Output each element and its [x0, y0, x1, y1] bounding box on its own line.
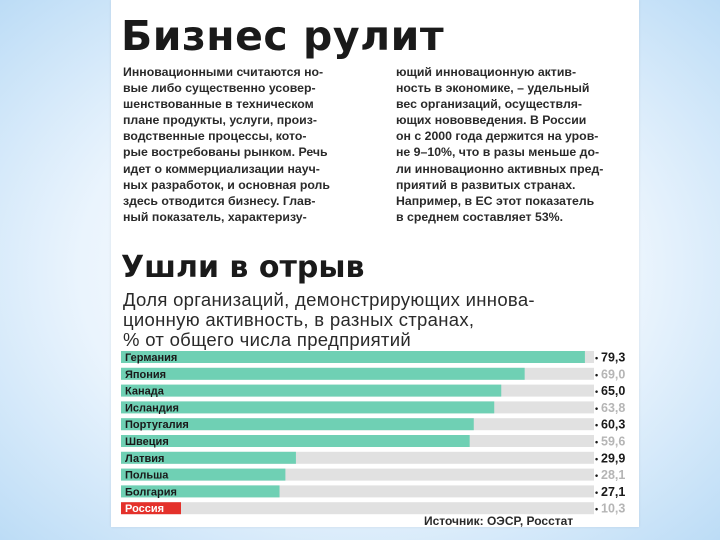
category-label-5: Швеция — [125, 436, 169, 448]
text-line: ющих нововведения. В России — [396, 113, 587, 128]
value-label-7: 28,1 — [601, 468, 625, 482]
category-label-2: Канада — [125, 386, 165, 398]
category-label-4: Португалия — [125, 419, 189, 431]
text-line: в среднем составляет 53%. — [396, 209, 564, 224]
text-line: плане продукты, услуги, произ- — [123, 113, 317, 128]
value-marker-3: • — [595, 403, 598, 413]
text-line: рые востребованы рынком. Речь — [123, 145, 328, 160]
value-marker-7: • — [595, 471, 598, 481]
bar-9 — [121, 502, 181, 515]
value-label-0: 79,3 — [601, 351, 625, 365]
value-label-8: 27,1 — [601, 485, 625, 499]
text-line: Инновационными считаются но- — [123, 65, 324, 79]
text-line: идет о коммерциализации науч- — [123, 161, 320, 176]
value-label-5: 59,6 — [601, 435, 625, 449]
chart-subtitle-line: ционную активность, в разных странах, — [123, 309, 475, 330]
bar-8 — [121, 485, 280, 498]
bar-6 — [121, 451, 296, 464]
text-line: водственные процессы, кото- — [123, 129, 307, 144]
value-marker-6: • — [595, 454, 598, 464]
value-label-6: 29,9 — [601, 451, 625, 465]
bar-7 — [121, 468, 286, 481]
text-line: ность в экономике, – удельный — [396, 81, 590, 96]
article-left-column: Инновационными считаются но- вые либо су… — [123, 64, 371, 225]
infographic-card: Бизнес рулит Инновационными считаются но… — [111, 0, 639, 528]
text-line: вес организаций, осуществля- — [396, 97, 583, 112]
chart-subtitle-line: Доля организаций, демонстрирующих иннова… — [123, 289, 535, 310]
bar-5 — [121, 435, 470, 447]
value-marker-0: • — [595, 353, 598, 363]
category-label-7: Польша — [125, 470, 169, 482]
text-line: он с 2000 года держится на уров- — [396, 129, 599, 144]
bar-0 — [121, 351, 585, 363]
value-marker-4: • — [595, 420, 598, 430]
value-marker-9: • — [595, 504, 598, 514]
text-line: ли инновационно активных пред- — [396, 161, 604, 176]
text-line: шенствованные в техническом — [123, 97, 314, 112]
value-label-3: 63,8 — [601, 401, 625, 415]
value-label-2: 65,0 — [601, 384, 625, 398]
category-label-0: Германия — [125, 352, 177, 364]
text-line: не 9–10%, что в разы меньше до- — [396, 145, 600, 160]
chart-subtitle: Доля организаций, демонстрирующих иннова… — [123, 290, 633, 350]
category-label-3: Исландия — [125, 402, 179, 414]
text-line: ных разработок, и основная роль — [123, 177, 330, 192]
value-label-1: 69,0 — [601, 367, 625, 381]
category-label-1: Япония — [125, 369, 166, 381]
value-marker-8: • — [595, 487, 598, 497]
value-marker-1: • — [595, 370, 598, 380]
text-line: ющий инновационную актив- — [396, 65, 577, 79]
value-marker-2: • — [595, 387, 598, 397]
value-marker-5: • — [595, 437, 598, 447]
bar-3 — [121, 401, 495, 414]
article-title: Бизнес рулит — [121, 12, 445, 60]
text-line: здесь отводится бизнесу. Глав- — [123, 193, 316, 208]
chart-source: Источник: ОЭСР, Росстат — [424, 514, 574, 528]
bar-2 — [121, 384, 502, 397]
value-label-9: 10,3 — [601, 502, 625, 516]
bar-4 — [121, 418, 474, 431]
text-line: вые либо существенно усовер- — [123, 81, 316, 96]
text-line: приятий в развитых странах. — [396, 177, 576, 192]
bar-track-9 — [121, 502, 594, 515]
bar-1 — [121, 367, 525, 380]
text-line: ный показатель, характеризу- — [123, 209, 307, 224]
value-label-4: 60,3 — [601, 418, 625, 432]
chart-subtitle-line: % от общего числа предприятий — [123, 329, 411, 350]
chart-title: Ушли в отрыв — [121, 250, 365, 285]
article-right-column: ющий инновационную актив- ность в эконом… — [396, 64, 631, 225]
category-label-8: Болгария — [125, 486, 177, 498]
text-line: Например, в ЕС этот показатель — [396, 193, 595, 208]
category-label-9: Россия — [125, 503, 164, 515]
category-label-6: Латвия — [125, 453, 164, 465]
